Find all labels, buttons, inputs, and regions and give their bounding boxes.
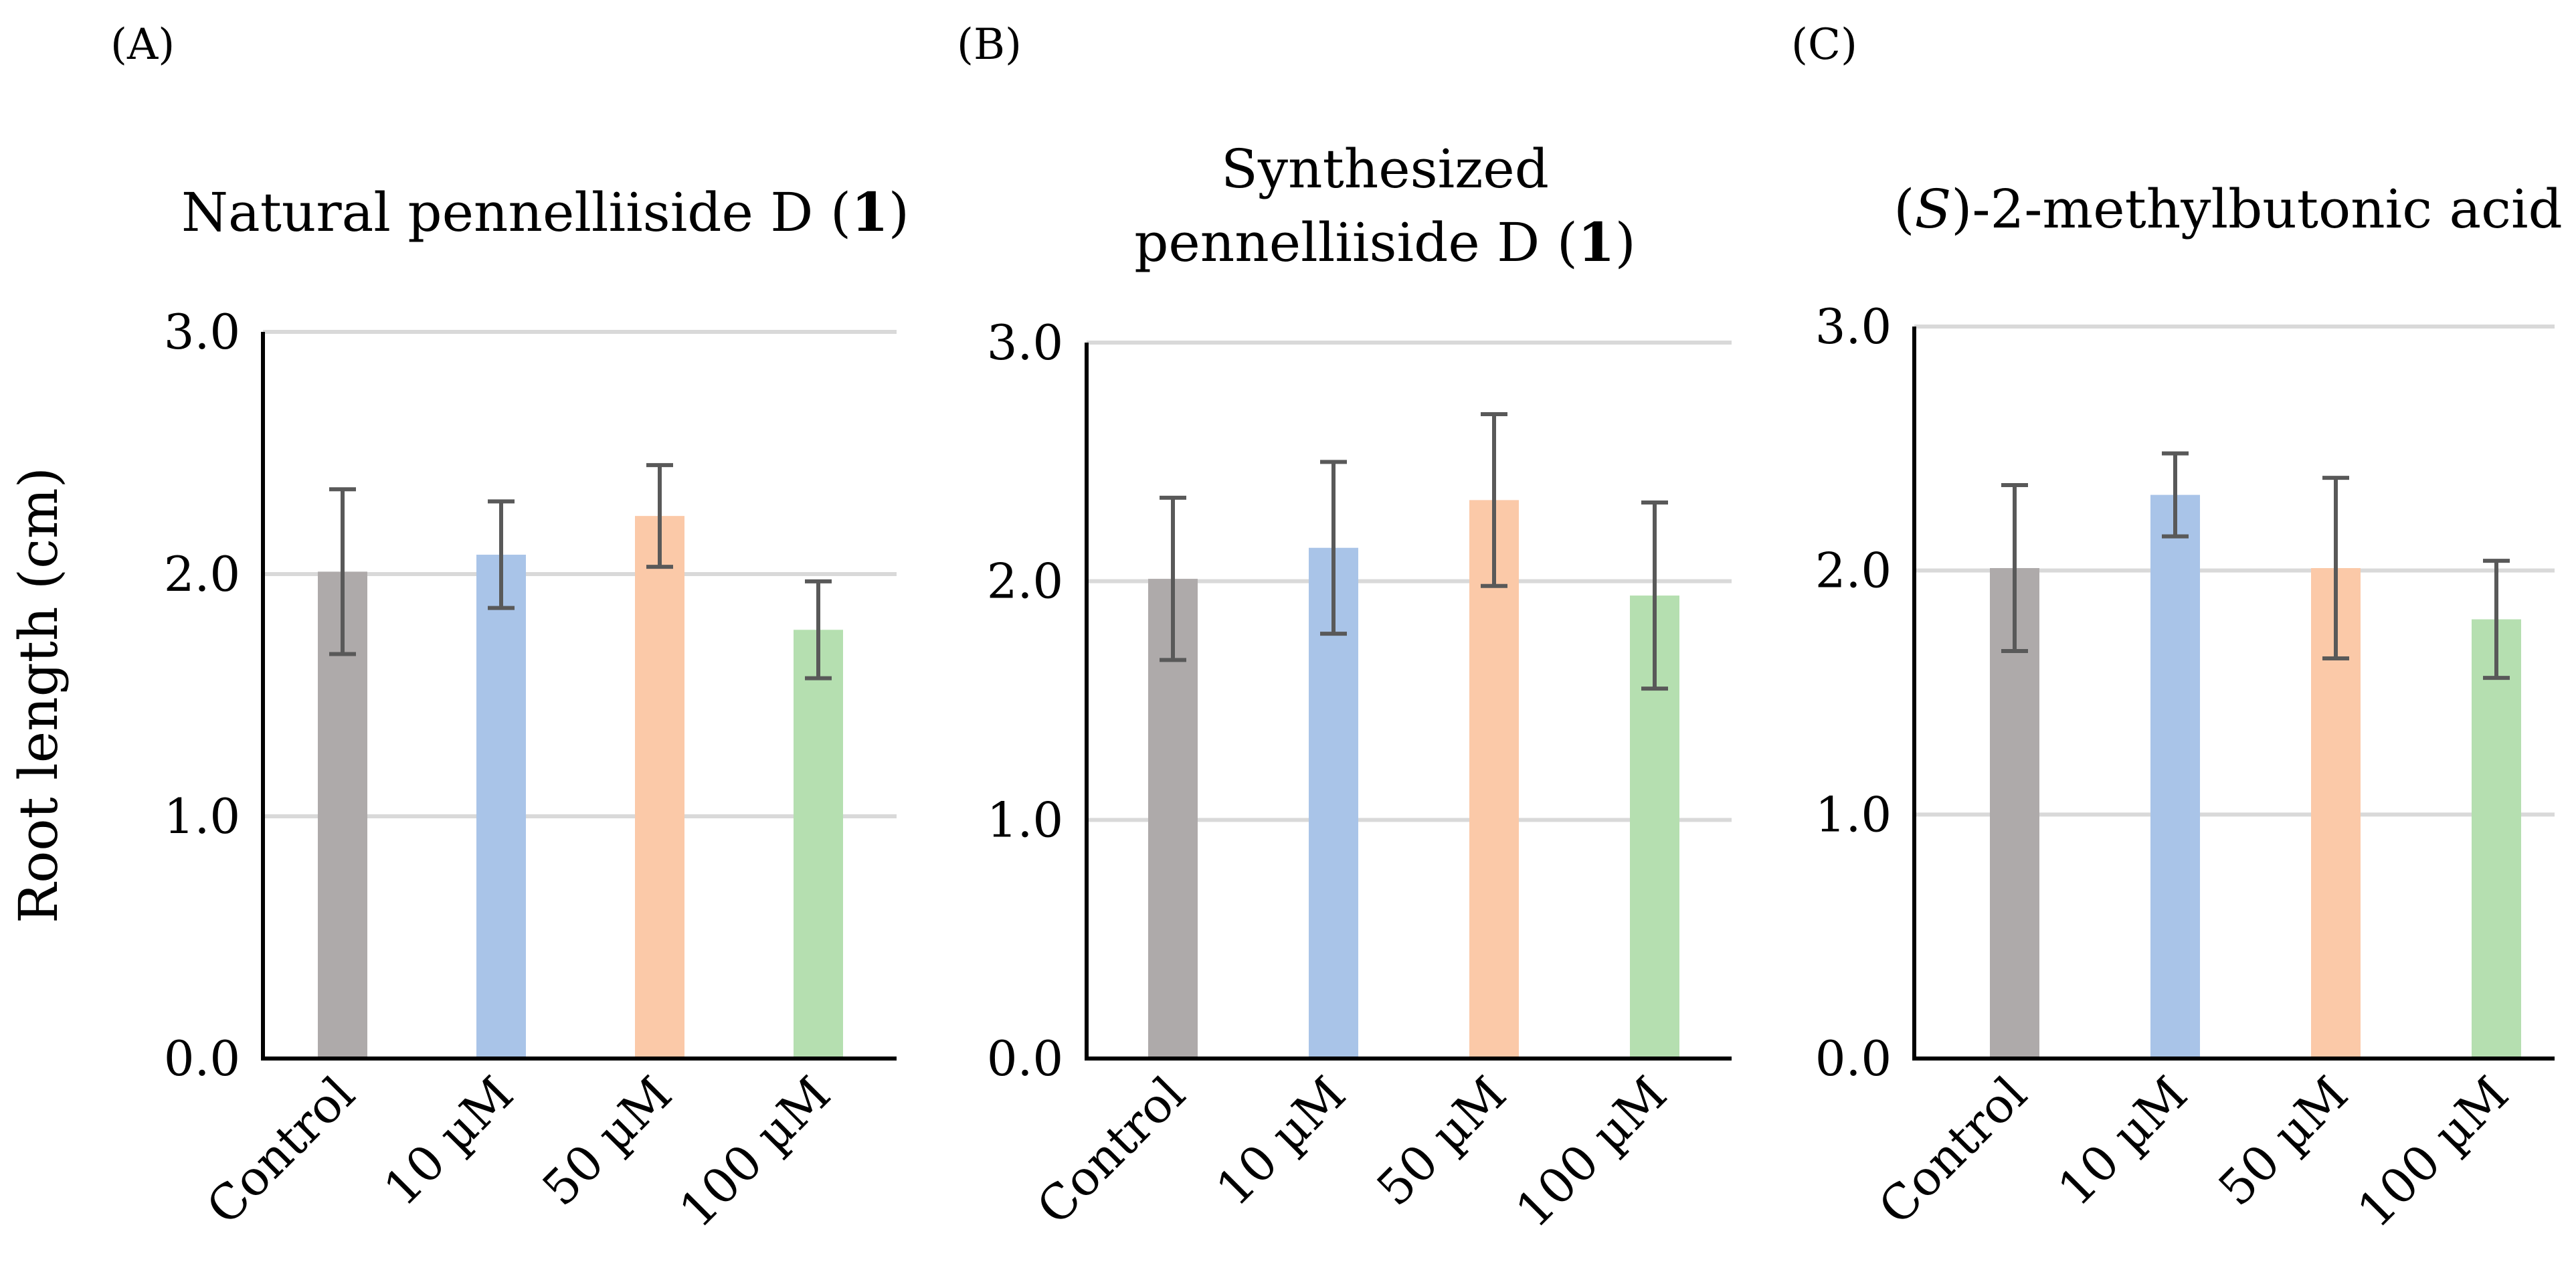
bar — [1469, 500, 1519, 1059]
x-tick-label: 50 µM — [1366, 1066, 1517, 1217]
panel-label: (B) — [957, 20, 1022, 70]
panel-label: (A) — [110, 20, 175, 70]
x-tick-label: 100 µM — [2347, 1066, 2519, 1239]
y-axis-title: Root length (cm) — [7, 467, 70, 923]
error-bar — [329, 487, 356, 656]
title-part: 1 — [1578, 211, 1615, 274]
chart-title: Natural pennelliiside D (1) — [181, 181, 909, 244]
title-part: Natural pennelliiside D ( — [181, 181, 851, 244]
y-tick-label: 0.0 — [164, 1030, 241, 1087]
title-part: Synthesized — [1221, 138, 1549, 200]
chart-panel-b: (B) Synthesized pennelliiside D (1) 0.0 1.0 2… — [957, 20, 1732, 1239]
axes — [1912, 327, 2555, 1061]
bar — [2472, 619, 2521, 1059]
x-tick-label: Control — [195, 1066, 365, 1236]
x-tick-label: 100 µM — [1505, 1066, 1677, 1239]
y-tick-label: 0.0 — [987, 1030, 1064, 1087]
bar — [794, 630, 843, 1059]
axes — [1085, 343, 1732, 1061]
x-tick-label: 10 µM — [1205, 1066, 1356, 1217]
y-tick-label: 1.0 — [1815, 786, 1892, 842]
x-tick-label: Control — [1026, 1066, 1196, 1236]
error-bar — [1160, 495, 1186, 662]
title-part: ( — [1894, 178, 1914, 240]
error-bar — [646, 463, 673, 569]
x-tick-label: 10 µM — [2047, 1066, 2198, 1217]
error-bar — [1481, 412, 1507, 588]
title-part: pennelliiside D ( — [1134, 211, 1578, 274]
error-bar — [1641, 500, 1668, 691]
y-tick-label: 2.0 — [1815, 543, 1892, 599]
error-bar — [2322, 476, 2349, 660]
x-tick-label: Control — [1867, 1066, 2037, 1236]
error-bar — [805, 579, 832, 680]
chart-panel-c: (C) (S)-2-methylbutonic acid 0.0 1.0 2.0 3.0 C… — [1791, 20, 2563, 1239]
title-part: 1 — [851, 181, 889, 244]
y-tick-label: 3.0 — [1815, 298, 1892, 355]
title-part: ) — [1615, 211, 1636, 274]
chart-title: (S)-2-methylbutonic acid — [1894, 178, 2563, 240]
panel-label: (C) — [1791, 20, 1857, 70]
x-tick-label: 10 µM — [373, 1066, 524, 1217]
x-tick-label: 100 µM — [668, 1066, 841, 1239]
y-tick-label: 3.0 — [987, 314, 1064, 371]
chart-title: Synthesized pennelliiside D (1) — [1134, 138, 1636, 274]
bar — [476, 555, 526, 1059]
title-part: S — [1914, 178, 1951, 240]
bar — [2150, 494, 2200, 1059]
error-bar — [1320, 460, 1347, 636]
x-tick-label: 50 µM — [531, 1066, 682, 1217]
y-tick-label: 1.0 — [987, 792, 1064, 848]
y-tick-label: 3.0 — [164, 304, 241, 360]
title-part: ) — [889, 181, 909, 244]
y-tick-label: 2.0 — [987, 553, 1064, 610]
error-bar — [488, 499, 515, 610]
y-tick-label: 0.0 — [1815, 1030, 1892, 1087]
bar — [635, 516, 684, 1059]
y-tick-label: 2.0 — [164, 546, 241, 602]
title-part: )-2-methylbutonic acid — [1951, 178, 2563, 240]
error-bar — [2162, 451, 2189, 539]
chart-panel-a: (A) Natural pennelliiside D (1) 0.0 1.0 2.0 3… — [7, 20, 909, 1239]
error-bar — [2001, 483, 2028, 654]
x-tick-label: 50 µM — [2207, 1066, 2359, 1217]
y-tick-label: 1.0 — [164, 788, 241, 844]
error-bar — [2483, 559, 2510, 680]
axes — [261, 332, 897, 1061]
